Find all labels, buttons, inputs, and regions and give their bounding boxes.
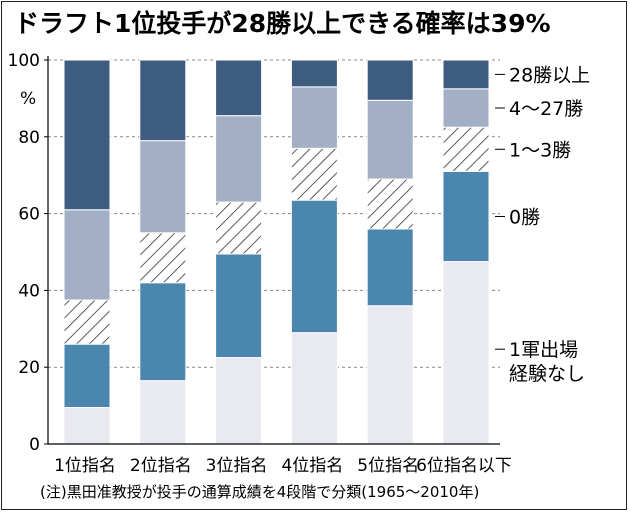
bar-segment — [290, 199, 338, 334]
legend-label-line: 1軍出場 — [509, 339, 578, 361]
y-tick-label: 0 — [29, 435, 40, 455]
bar-segment — [215, 201, 263, 255]
bar-segment — [215, 253, 263, 359]
y-tick-label: 20 — [18, 358, 40, 378]
x-category-label: 1位指名 — [54, 456, 116, 476]
bar-segment — [215, 115, 263, 203]
x-category-label: 4位指名 — [281, 456, 343, 476]
bar-segment — [139, 282, 187, 382]
y-tick-label: 40 — [18, 281, 40, 301]
x-category-label: 3位指名 — [206, 456, 268, 476]
bar-segment — [442, 261, 490, 445]
chart-title: ドラフト1位投手が28勝以上できる確率は39% — [14, 9, 551, 38]
x-category-label: 5位指名 — [357, 456, 419, 476]
bar-segment — [366, 99, 414, 180]
bar-segment — [63, 299, 111, 345]
bar-segment — [63, 343, 111, 409]
y-axis-unit: % — [20, 89, 36, 109]
legend-label: 1～3勝 — [509, 139, 571, 161]
bar-segment — [139, 232, 187, 284]
legend-label-line: 0勝 — [509, 206, 540, 228]
bar-segment — [290, 147, 338, 201]
x-category-label: 2位指名 — [130, 456, 192, 476]
bar-segment — [63, 59, 111, 211]
bar-segment — [442, 126, 490, 172]
legend-label: 28勝以上 — [509, 64, 590, 86]
bar-segment — [290, 332, 338, 445]
bar-segment — [215, 357, 263, 445]
legend-label-line: 1～3勝 — [509, 139, 571, 161]
bar-segment — [139, 59, 187, 142]
legend-label-line: 経験なし — [509, 363, 585, 385]
bar-segment — [63, 407, 111, 445]
bar-segment — [215, 59, 263, 117]
bar-segment — [442, 88, 490, 128]
bar-segment — [290, 59, 338, 88]
y-tick-label: 100 — [8, 51, 40, 71]
y-tick-label: 80 — [18, 128, 40, 148]
bar-segment — [366, 228, 414, 307]
legend-label-line: 28勝以上 — [509, 64, 590, 86]
bar-segment — [290, 86, 338, 149]
bar-segment — [442, 59, 490, 90]
bar-segment — [366, 178, 414, 230]
bar-segment — [366, 59, 414, 101]
chart-note: (注)黒田准教授が投手の通算成績を4段階で分類(1965～2010年) — [40, 483, 479, 501]
legend-label: 1軍出場経験なし — [509, 339, 585, 385]
bar-segment — [139, 140, 187, 234]
legend-label: 0勝 — [509, 206, 540, 228]
x-category-label: 6位指名以下 — [416, 456, 512, 476]
bar-segment — [63, 209, 111, 301]
y-tick-label: 60 — [18, 205, 40, 225]
legend-label-line: 4～27勝 — [509, 98, 583, 120]
legend-label: 4～27勝 — [509, 98, 583, 120]
bar-segment — [139, 380, 187, 445]
bar-segment — [366, 305, 414, 445]
bar-segment — [442, 170, 490, 263]
